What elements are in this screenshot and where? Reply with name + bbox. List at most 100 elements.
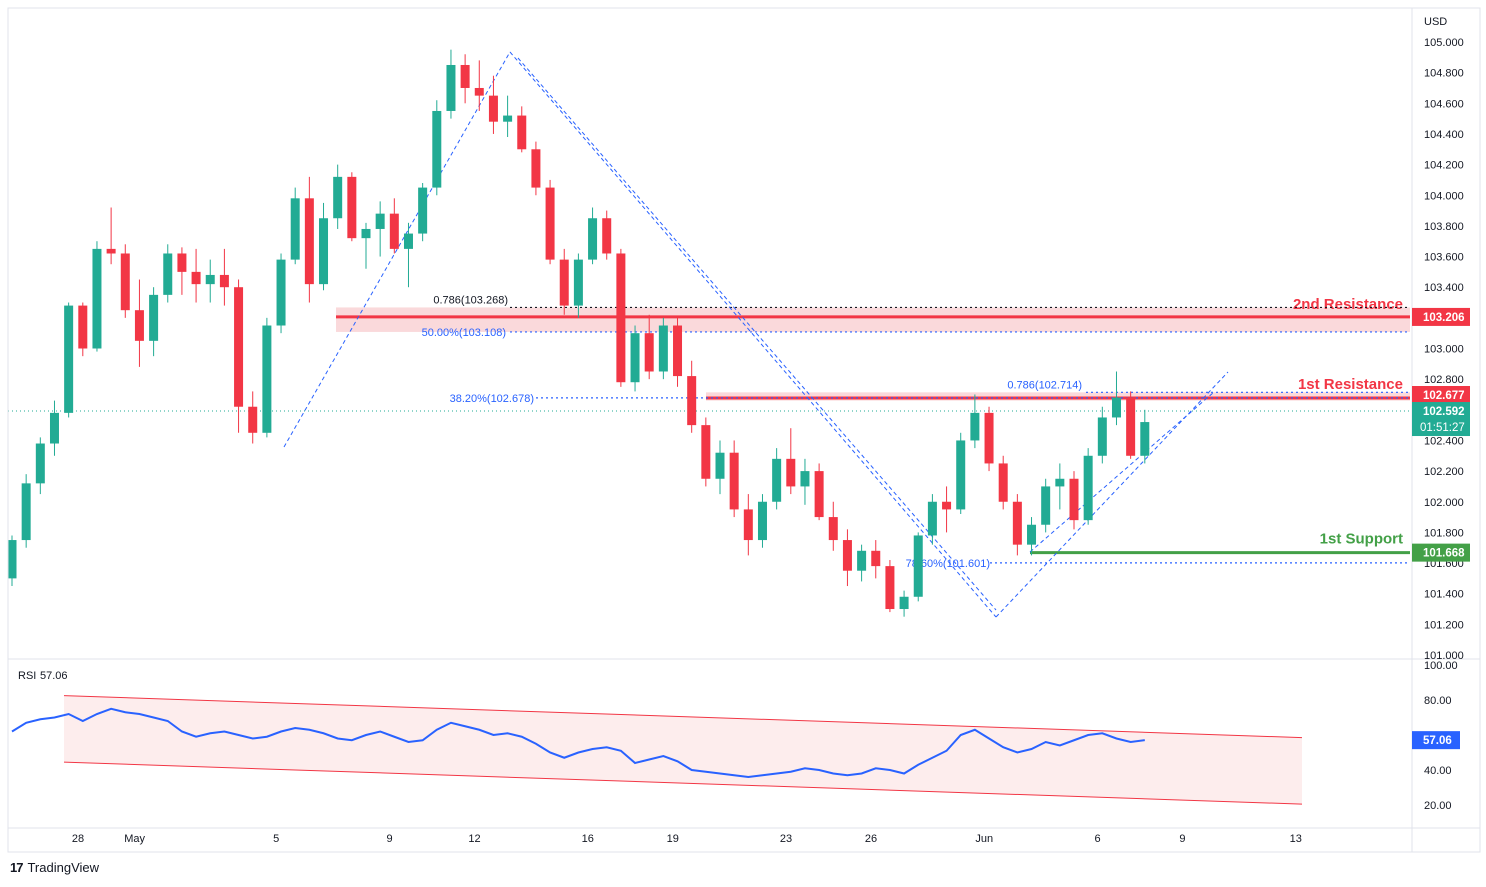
candle[interactable] <box>1041 478 1051 533</box>
candle[interactable] <box>290 187 300 265</box>
candle[interactable] <box>1111 371 1121 426</box>
candle[interactable] <box>333 164 343 229</box>
candle[interactable] <box>375 201 385 257</box>
candle-body <box>531 149 541 188</box>
candle[interactable] <box>857 544 867 582</box>
rsi-value-tag <box>1412 731 1460 750</box>
candle[interactable] <box>757 494 767 548</box>
candle-body <box>375 213 385 229</box>
candle[interactable] <box>49 400 59 456</box>
candle[interactable] <box>234 279 244 433</box>
time-tick-label: 16 <box>582 833 594 845</box>
rsi-line[interactable] <box>11 707 1145 779</box>
candle[interactable] <box>644 314 654 380</box>
candle[interactable] <box>673 317 683 387</box>
candle[interactable] <box>545 179 555 265</box>
candle[interactable] <box>687 360 697 433</box>
candle[interactable] <box>715 440 725 495</box>
candle[interactable] <box>970 394 980 449</box>
candle[interactable] <box>927 494 937 545</box>
candle[interactable] <box>899 590 909 617</box>
candle[interactable] <box>1140 409 1150 464</box>
candle[interactable] <box>573 253 583 318</box>
candle[interactable] <box>134 279 144 367</box>
candle[interactable] <box>21 474 31 548</box>
candle[interactable] <box>403 222 413 288</box>
candle[interactable] <box>488 75 498 134</box>
candle[interactable] <box>262 317 272 438</box>
candle[interactable] <box>616 248 626 387</box>
candle[interactable] <box>460 54 470 104</box>
rsi-tick-label: 80.00 <box>1424 695 1452 707</box>
candle[interactable] <box>361 222 371 269</box>
candle[interactable] <box>432 100 442 196</box>
candle-body <box>956 440 966 510</box>
candle[interactable] <box>531 141 541 196</box>
candle[interactable] <box>998 455 1008 510</box>
candle[interactable] <box>205 259 215 303</box>
candle[interactable] <box>984 406 994 472</box>
candle[interactable] <box>248 391 258 444</box>
candle[interactable] <box>885 559 895 613</box>
candle[interactable] <box>389 198 399 254</box>
candle[interactable] <box>913 532 923 602</box>
candle[interactable] <box>786 428 796 495</box>
candle[interactable] <box>1126 391 1136 459</box>
candle[interactable] <box>64 302 74 418</box>
candle[interactable] <box>7 535 17 587</box>
candle[interactable] <box>814 463 824 521</box>
candle[interactable] <box>559 248 569 315</box>
candle[interactable] <box>772 448 782 510</box>
candle[interactable] <box>630 325 640 392</box>
candle[interactable] <box>729 440 739 518</box>
candle[interactable] <box>149 287 159 357</box>
rsi-pane[interactable]: RSI 57.06 <box>11 670 1303 805</box>
candle[interactable] <box>503 95 513 138</box>
candle[interactable] <box>842 529 852 587</box>
candle[interactable] <box>446 49 456 119</box>
candle[interactable] <box>588 207 598 265</box>
candle[interactable] <box>319 202 329 291</box>
candle[interactable] <box>219 248 229 306</box>
price-tick-label: 102.800 <box>1424 374 1464 386</box>
candle[interactable] <box>92 241 102 352</box>
candle[interactable] <box>956 432 966 515</box>
candle-body <box>871 550 881 567</box>
candle[interactable] <box>347 172 357 242</box>
candle[interactable] <box>1012 494 1022 556</box>
candle[interactable] <box>1027 517 1037 556</box>
candle-body <box>927 501 937 536</box>
candle[interactable] <box>474 60 484 111</box>
candle[interactable] <box>517 106 527 153</box>
candle-body <box>446 64 456 111</box>
candle-body <box>163 253 173 295</box>
price-tick-label: 104.200 <box>1424 160 1464 172</box>
main-pane[interactable]: 2nd Resistance 1st Resistance 1st Support 0… <box>7 49 1411 618</box>
candle[interactable] <box>1083 448 1093 525</box>
candle[interactable] <box>800 458 810 505</box>
candle[interactable] <box>658 317 668 380</box>
candle[interactable] <box>1069 471 1079 530</box>
candle-body <box>134 310 144 341</box>
candle[interactable] <box>35 437 45 495</box>
candle[interactable] <box>701 417 711 487</box>
candle[interactable] <box>1097 406 1107 464</box>
candle[interactable] <box>871 540 881 579</box>
candle[interactable] <box>743 494 753 556</box>
candle[interactable] <box>602 210 612 260</box>
candle[interactable] <box>418 182 428 242</box>
candle-body <box>899 596 909 610</box>
candle[interactable] <box>276 253 286 334</box>
candle[interactable] <box>304 176 314 303</box>
price-tick-label: 102.400 <box>1424 435 1464 447</box>
candle[interactable] <box>163 244 173 303</box>
candle[interactable] <box>78 302 88 357</box>
candle[interactable] <box>1055 463 1065 510</box>
candle[interactable] <box>942 486 952 533</box>
candle[interactable] <box>120 244 130 318</box>
candle[interactable] <box>828 501 838 551</box>
candle[interactable] <box>191 248 201 303</box>
candle[interactable] <box>177 247 187 295</box>
candle[interactable] <box>106 207 116 265</box>
